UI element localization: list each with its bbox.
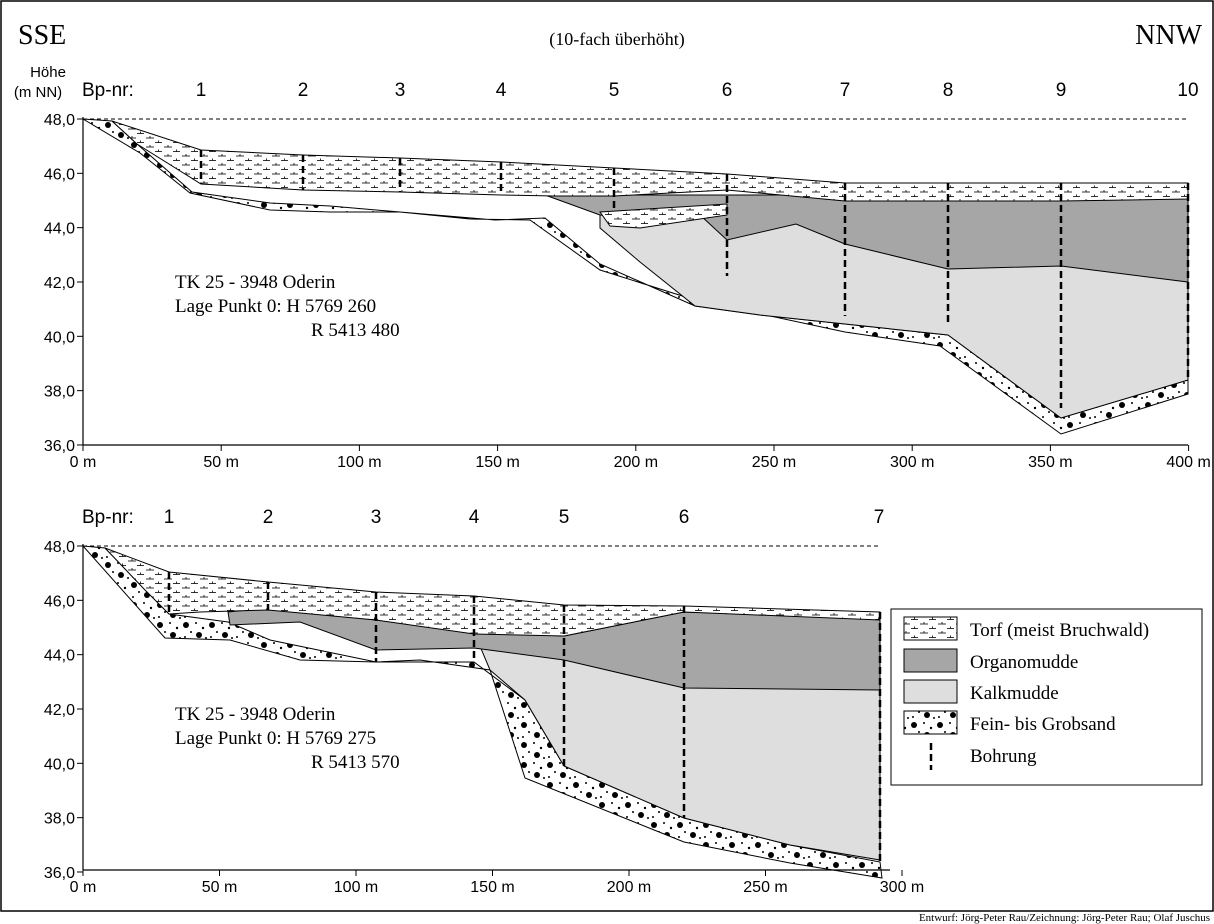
bp-label-profile1: Bp-nr:	[82, 80, 134, 101]
x-tick-label: 0 m	[70, 879, 97, 896]
profile-2: 48,0 46,0 44,0 42,0 40,0 38,0 36,00 m 50 m 100 m…	[44, 507, 924, 896]
profile2-map-sheet: TK 25 - 3948 Oderin	[175, 704, 336, 725]
y-tick-label: 42,0	[44, 275, 75, 292]
borehole-number: 3	[395, 80, 406, 101]
x-tick-label: 200 m	[614, 454, 658, 471]
x-tick-label: 400 m	[1166, 454, 1210, 471]
y-tick-label: 38,0	[44, 384, 75, 401]
borehole-number: 6	[722, 80, 733, 101]
y-tick-label: 46,0	[44, 593, 75, 610]
x-tick-label: 250 m	[743, 879, 787, 896]
legend-item-sand: Fein- bis Grobsand	[903, 710, 1116, 735]
legend-label-organomudde: Organomudde	[970, 652, 1078, 673]
borehole-number: 10	[1177, 80, 1198, 101]
borehole-number: 3	[371, 507, 382, 528]
profile2-coordinate-r: R 5413 570	[311, 752, 400, 773]
borehole-number: 4	[496, 80, 507, 101]
legend: Torf (meist Bruchwald) Organomudde Kalkm…	[890, 608, 1203, 786]
borehole-number: 5	[559, 507, 570, 528]
y-tick-label: 36,0	[44, 865, 75, 882]
bp-label-profile2: Bp-nr:	[82, 507, 134, 528]
x-tick-label: 0 m	[70, 454, 97, 471]
y-tick-label: 40,0	[44, 756, 75, 773]
legend-label-borehole: Bohrung	[970, 746, 1037, 767]
profile2-coordinate-h: Lage Punkt 0: H 5769 275	[175, 728, 376, 749]
sand-swatch	[903, 710, 958, 735]
y-tick-label: 40,0	[44, 329, 75, 346]
borehole-number: 6	[679, 507, 690, 528]
organomudde-swatch	[903, 648, 958, 673]
x-tick-label: 50 m	[202, 879, 238, 896]
borehole-number: 8	[943, 80, 954, 101]
height-axis-title: Höhe	[30, 64, 66, 81]
direction-sse-label: SSE	[18, 20, 66, 51]
y-tick-label: 42,0	[44, 702, 75, 719]
credit-line: Entwurf: Jörg-Peter Rau/Zeichnung: Jörg-…	[919, 912, 1210, 924]
borehole-number: 1	[196, 80, 207, 101]
height-axis-unit: (m NN)	[14, 84, 62, 101]
borehole-number: 4	[469, 507, 480, 528]
x-tick-label: 150 m	[470, 879, 514, 896]
x-tick-label: 300 m	[880, 879, 924, 896]
legend-label-kalkmudde: Kalkmudde	[970, 683, 1059, 704]
sand-layer	[81, 545, 883, 879]
y-tick-label: 44,0	[44, 648, 75, 665]
peat-layer	[104, 547, 881, 637]
y-tick-label: 48,0	[44, 112, 75, 129]
profile1-location-info: TK 25 - 3948 Oderin Lage Punkt 0: H 5769…	[175, 272, 400, 341]
kalkmudde-swatch	[903, 679, 958, 704]
borehole-number: 7	[840, 80, 851, 101]
legend-label-sand: Fein- bis Grobsand	[970, 714, 1116, 735]
x-tick-label: 300 m	[890, 454, 934, 471]
x-tick-label: 350 m	[1028, 454, 1072, 471]
x-tick-label: 150 m	[475, 454, 519, 471]
legend-label-peat: Torf (meist Bruchwald)	[970, 620, 1149, 641]
profile1-coordinate-h: Lage Punkt 0: H 5769 260	[175, 296, 376, 317]
peat-lens	[599, 203, 728, 229]
profile-1: 48,0 46,0 44,0 42,0 40,0 38,0 36,00 m 50 m 100 m…	[44, 80, 1211, 471]
x-tick-label: 200 m	[607, 879, 651, 896]
profile1-coordinate-r: R 5413 480	[311, 320, 400, 341]
y-tick-label: 48,0	[44, 539, 75, 556]
y-tick-label: 38,0	[44, 811, 75, 828]
x-tick-label: 250 m	[752, 454, 796, 471]
borehole-number: 7	[874, 507, 885, 528]
legend-item-organomudde: Organomudde	[903, 648, 1078, 673]
borehole-number: 2	[298, 80, 309, 101]
x-tick-label: 50 m	[203, 454, 239, 471]
x-tick-label: 100 m	[334, 879, 378, 896]
y-tick-label: 36,0	[44, 438, 75, 455]
legend-item-borehole: Bohrung	[929, 743, 1037, 770]
legend-item-kalkmudde: Kalkmudde	[903, 679, 1059, 704]
legend-item-peat: Torf (meist Bruchwald)	[903, 616, 1149, 641]
peat-swatch	[903, 616, 958, 641]
borehole-number: 2	[263, 507, 274, 528]
profile2-location-info: TK 25 - 3948 Oderin Lage Punkt 0: H 5769…	[175, 704, 400, 773]
borehole-number: 9	[1056, 80, 1067, 101]
y-tick-label: 44,0	[44, 221, 75, 238]
direction-nnw-label: NNW	[1135, 20, 1202, 51]
peat-layer	[111, 120, 1189, 202]
y-tick-label: 46,0	[44, 166, 75, 183]
borehole-number: 1	[164, 507, 175, 528]
profile1-map-sheet: TK 25 - 3948 Oderin	[175, 272, 336, 293]
x-tick-label: 100 m	[337, 454, 381, 471]
borehole-number: 5	[609, 80, 620, 101]
exaggeration-note: (10-fach überhöht)	[549, 29, 684, 50]
